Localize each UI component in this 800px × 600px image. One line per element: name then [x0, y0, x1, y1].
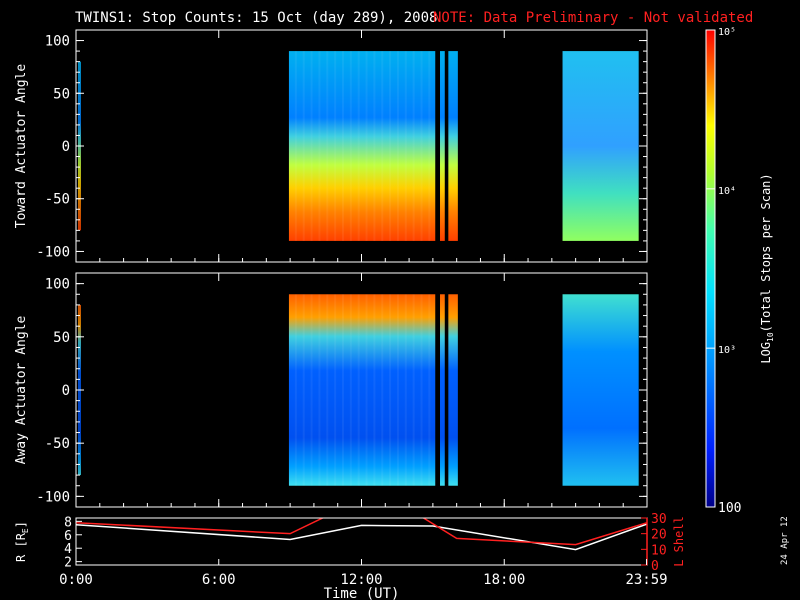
- colorbar-gradient: [705, 29, 716, 508]
- colorbar-label: LOG10(Total Stops per Scan): [759, 173, 775, 363]
- orbit-ytick-left-label: 8: [64, 515, 72, 530]
- away-scan-stripe: [428, 294, 431, 486]
- orbit-ylabel-right: L Shell: [672, 516, 686, 567]
- date-stamp: 24 Apr 12: [780, 516, 790, 565]
- away-scan-stripe: [326, 294, 329, 486]
- orbit-ytick-left-label: 6: [64, 529, 72, 544]
- away-scan-stripe: [357, 294, 360, 486]
- orbit-xtick-label: 0:00: [59, 572, 93, 588]
- toward-data-block: [562, 51, 639, 241]
- heatmap-panels: 100 50 0 -50 -100 Toward Actuator Angle 100 50 0…: [14, 29, 648, 508]
- toward-scan-stripe: [404, 51, 407, 241]
- away-panel: 100 50 0 -50 -100 Away Actuator Angle: [14, 272, 648, 508]
- toward-scan-stripe: [412, 51, 415, 241]
- orbit-ytick-right-label: 30: [651, 512, 667, 527]
- orbit-ylabel-left: R [RE]: [14, 521, 30, 562]
- toward-scan-stripe: [381, 51, 384, 241]
- toward-data-block: [288, 51, 436, 241]
- toward-scan-stripe: [302, 51, 305, 241]
- away-ytick-label: 0: [62, 383, 70, 399]
- toward-scan-stripe: [349, 51, 352, 241]
- toward-ytick-label: 50: [53, 86, 70, 102]
- toward-ytick-label: -100: [36, 244, 70, 260]
- plot-title: TWINS1: Stop Counts: 15 Oct (day 289), 2…: [75, 10, 437, 26]
- orbit-xtick-label: 12:00: [340, 572, 382, 588]
- toward-data-block: [448, 51, 458, 241]
- toward-panel: 100 50 0 -50 -100 Toward Actuator Angle: [14, 29, 648, 263]
- toward-scan-stripe: [357, 51, 360, 241]
- away-ytick-label: 50: [53, 330, 70, 346]
- toward-scan-stripe: [396, 51, 399, 241]
- toward-scan-stripe: [326, 51, 329, 241]
- away-ylabel: Away Actuator Angle: [14, 315, 29, 464]
- toward-ytick-label: -50: [45, 192, 70, 208]
- away-scan-stripe: [404, 294, 407, 486]
- toward-ytick-label: 0: [62, 139, 70, 155]
- orbit-xtick-label: 18:00: [483, 572, 525, 588]
- away-scan-stripe: [334, 294, 337, 486]
- away-scan-stripe: [396, 294, 399, 486]
- colorbar-tick-label: 10³: [718, 345, 736, 356]
- away-ytick-label: -100: [36, 489, 70, 505]
- toward-scan-stripe: [420, 51, 423, 241]
- orbit-ytick-right-label: 0: [651, 559, 659, 574]
- toward-scan-stripe: [318, 51, 321, 241]
- away-ytick-label: 100: [45, 277, 70, 293]
- away-scan-stripe: [341, 294, 344, 486]
- away-scan-stripe: [365, 294, 368, 486]
- orbit-ytick-right-label: 20: [651, 528, 667, 543]
- l-shell-series-line: [76, 518, 647, 546]
- toward-ylabel: Toward Actuator Angle: [14, 64, 29, 229]
- toward-scan-stripe: [310, 51, 313, 241]
- away-scan-stripe: [310, 294, 313, 486]
- toward-scan-stripe: [428, 51, 431, 241]
- colorbar-tick-label: 100: [718, 501, 741, 516]
- orbit-ytick-left-label: 2: [64, 556, 72, 571]
- away-scan-stripe: [302, 294, 305, 486]
- toward-scan-stripe: [389, 51, 392, 241]
- orbit-xtick-label: 23:59: [625, 572, 667, 588]
- away-data-block: [562, 294, 639, 486]
- orbit-ytick-left-label: 4: [64, 542, 72, 557]
- away-scan-stripe: [318, 294, 321, 486]
- away-ytick-label: -50: [45, 436, 70, 452]
- away-data-block: [288, 294, 436, 486]
- preliminary-note: NOTE: Data Preliminary - Not validated: [433, 10, 753, 26]
- r-series-line: [76, 523, 647, 551]
- toward-ytick-label: 100: [45, 34, 70, 50]
- away-scan-stripe: [381, 294, 384, 486]
- toward-scan-stripe: [373, 51, 376, 241]
- away-scan-stripe: [389, 294, 392, 486]
- away-scan-stripe: [349, 294, 352, 486]
- toward-scan-stripe: [294, 51, 297, 241]
- toward-scan-stripe: [341, 51, 344, 241]
- away-scan-stripe: [412, 294, 415, 486]
- toward-scan-stripe: [334, 51, 337, 241]
- away-scan-stripe: [373, 294, 376, 486]
- orbit-ytick-right-label: 10: [651, 543, 667, 558]
- away-scan-stripe: [294, 294, 297, 486]
- away-data-block: [448, 294, 458, 486]
- colorbar: 100 10³ 10⁴ 10⁵ LOG10(Total Stops per Scan): [705, 27, 775, 516]
- orbit-xtick-label: 6:00: [202, 572, 236, 588]
- away-data-block: [440, 294, 445, 486]
- orbit-xlabel: Time (UT): [324, 586, 400, 600]
- toward-data-block: [440, 51, 445, 241]
- away-scan-stripe: [420, 294, 423, 486]
- colorbar-tick-label: 10⁴: [718, 186, 736, 197]
- colorbar-tick-label: 10⁵: [718, 27, 736, 38]
- toward-scan-stripe: [365, 51, 368, 241]
